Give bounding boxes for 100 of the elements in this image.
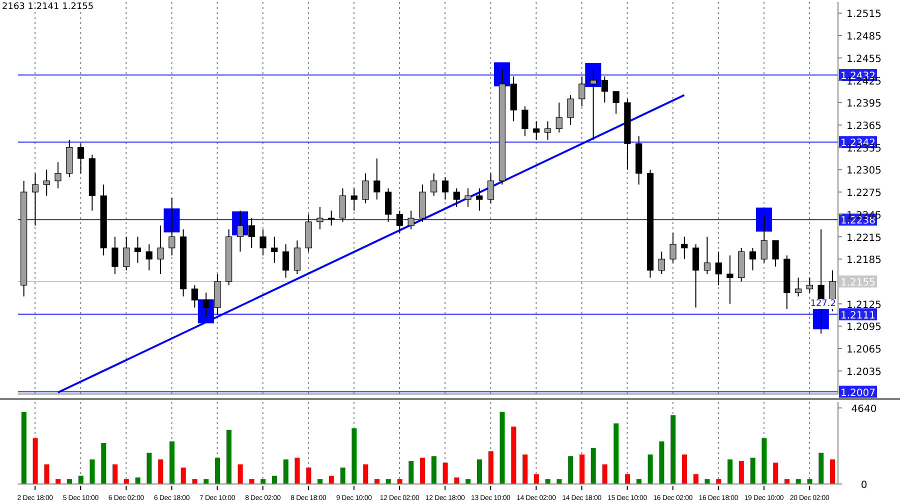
bar bbox=[454, 477, 460, 484]
candlestick bbox=[556, 102, 562, 133]
candlestick bbox=[191, 284, 198, 308]
bar bbox=[56, 479, 61, 484]
bar bbox=[124, 479, 129, 484]
candlestick bbox=[522, 106, 528, 137]
bar bbox=[579, 454, 584, 484]
bar bbox=[818, 452, 824, 484]
bar bbox=[659, 441, 664, 484]
bar bbox=[488, 451, 494, 484]
candlestick bbox=[726, 254, 734, 304]
candlestick bbox=[578, 76, 586, 107]
bar bbox=[169, 441, 174, 484]
bar bbox=[716, 479, 722, 484]
bar bbox=[830, 459, 836, 484]
bar bbox=[738, 461, 744, 484]
y-tick-label: 1.2485 bbox=[846, 32, 882, 43]
bar bbox=[158, 459, 164, 484]
y-tick-label: 1.2035 bbox=[846, 366, 882, 378]
bar bbox=[750, 458, 756, 484]
bar bbox=[283, 459, 288, 484]
bar bbox=[397, 479, 402, 484]
bar bbox=[249, 479, 254, 484]
bar bbox=[568, 456, 574, 484]
bar bbox=[784, 479, 790, 484]
y-tick-label: 1.2305 bbox=[846, 166, 882, 177]
bar bbox=[44, 464, 50, 484]
bar bbox=[66, 479, 72, 484]
candlestick bbox=[453, 188, 460, 208]
bar bbox=[556, 479, 562, 484]
candlestick bbox=[704, 236, 710, 275]
candlestick bbox=[328, 210, 335, 226]
y-tick-label: 1.2185 bbox=[846, 255, 882, 266]
bar bbox=[500, 412, 505, 484]
y-tick-label: 1.2095 bbox=[846, 322, 882, 334]
y-tick-label: 0 bbox=[860, 480, 868, 491]
candlestick bbox=[442, 176, 449, 200]
candlestick bbox=[282, 244, 290, 278]
ref-line-label: 1.2111 bbox=[840, 310, 876, 322]
candlestick bbox=[408, 210, 414, 230]
candlestick bbox=[670, 232, 676, 264]
candlestick bbox=[260, 228, 266, 256]
y-tick-label: 1.2215 bbox=[846, 232, 882, 244]
candlestick bbox=[476, 188, 483, 212]
candlestick bbox=[271, 236, 278, 264]
bar bbox=[226, 430, 232, 484]
bar bbox=[318, 479, 323, 484]
candlestick bbox=[236, 210, 244, 252]
bar bbox=[728, 459, 733, 484]
candlestick bbox=[692, 244, 700, 308]
bar bbox=[522, 454, 528, 484]
bar bbox=[78, 476, 84, 484]
bar bbox=[386, 479, 391, 484]
candlestick bbox=[464, 188, 472, 208]
bar bbox=[704, 479, 710, 484]
candlestick bbox=[430, 172, 438, 196]
y-tick-label: 1.2515 bbox=[846, 9, 882, 20]
bar bbox=[693, 474, 698, 484]
candlestick bbox=[544, 120, 552, 140]
candlestick bbox=[533, 120, 540, 140]
bar bbox=[762, 438, 767, 484]
candlestick bbox=[202, 292, 210, 317]
bar bbox=[614, 423, 619, 484]
candlestick bbox=[374, 158, 380, 200]
bar bbox=[511, 426, 516, 484]
candlestick bbox=[316, 206, 324, 230]
candlestick bbox=[612, 90, 620, 114]
candlestick bbox=[294, 240, 300, 275]
bar bbox=[534, 474, 539, 484]
bar bbox=[260, 479, 266, 484]
ref-line-label: 1.2007 bbox=[840, 388, 876, 399]
bar bbox=[180, 468, 186, 484]
candlestick bbox=[77, 143, 84, 174]
candlestick bbox=[339, 188, 346, 222]
candlestick bbox=[43, 169, 50, 196]
bar bbox=[625, 474, 630, 484]
bar bbox=[32, 438, 38, 484]
candlestick bbox=[749, 247, 756, 271]
candlestick bbox=[134, 236, 142, 264]
bar bbox=[340, 468, 346, 484]
candlestick bbox=[760, 215, 768, 264]
bar bbox=[648, 454, 653, 484]
bar bbox=[682, 454, 687, 484]
bar bbox=[420, 458, 426, 484]
candlestick bbox=[794, 277, 802, 297]
y-tick-label: 1.2455 bbox=[846, 54, 882, 65]
candlestick bbox=[715, 251, 722, 286]
bar bbox=[238, 464, 243, 484]
y-tick-label: 1.2125 bbox=[846, 300, 882, 311]
bar bbox=[807, 479, 812, 484]
candlestick bbox=[487, 172, 494, 204]
annotation: 127.2 bbox=[810, 299, 836, 310]
bar bbox=[294, 458, 300, 484]
candlestick bbox=[146, 244, 152, 271]
bar bbox=[590, 448, 596, 484]
candlestick bbox=[806, 277, 813, 294]
bar bbox=[442, 462, 448, 484]
bar bbox=[146, 452, 152, 484]
candlestick bbox=[590, 68, 597, 140]
candlestick bbox=[350, 188, 358, 212]
